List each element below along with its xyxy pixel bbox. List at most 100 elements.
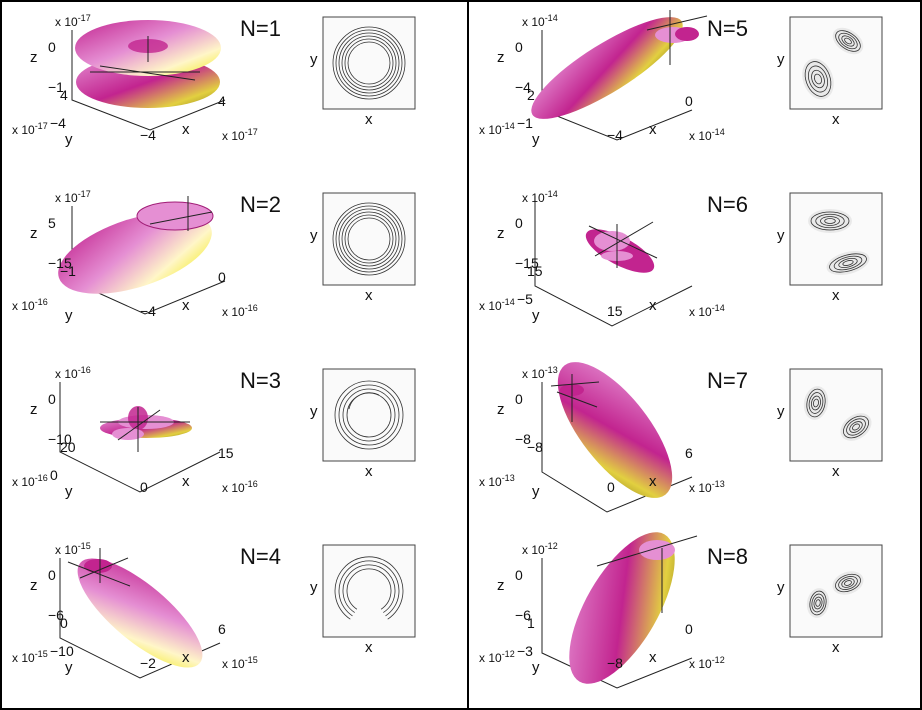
surface-scale-label: x 10-15 — [55, 542, 91, 557]
panel-title-n1: N=1 — [240, 16, 281, 41]
x-tick-label: 6 — [685, 445, 693, 461]
y-scale-label-base: x 10 — [479, 475, 502, 489]
surface-plot-n3 — [59, 382, 221, 493]
surface-scale-label-base: x 10 — [55, 543, 78, 557]
axis-x-label: x — [182, 121, 190, 138]
axis-x-label: x — [182, 649, 190, 666]
y-tick-label: −1 — [517, 115, 533, 131]
panel-title-n2: N=2 — [240, 192, 281, 217]
surface-plot-n7 — [541, 362, 693, 513]
surface-scale-label-exponent: -14 — [544, 13, 558, 23]
x-scale-label-exponent: -14 — [711, 127, 725, 137]
surface-scale-label: x 10-17 — [55, 14, 91, 29]
x-scale-label-exponent: -14 — [711, 303, 725, 313]
axis-y-label: y — [65, 659, 73, 676]
x-scale-label: x 10-17 — [222, 127, 258, 143]
x-scale-label-base: x 10 — [689, 657, 712, 671]
surface-scale-label-base: x 10 — [522, 543, 545, 557]
panel-n3: N=3 x 10-16 x 10-16 x 10-16 z y x 0 −10 20 0 0 15 y x — [0, 352, 455, 528]
contour-x-label: x — [365, 287, 373, 304]
x-tick-label: 0 — [218, 269, 226, 285]
axis-x-label: x — [649, 297, 657, 314]
contour-y-label: y — [777, 51, 785, 68]
x-tick-label: 0 — [685, 621, 693, 637]
contour-x-label: x — [832, 639, 840, 656]
panel-n6: N=6 x 10-14 x 10-14 x 10-14 z y x 0 −15 15 −5 15 y x — [467, 176, 922, 352]
y-scale-label-base: x 10 — [12, 299, 35, 313]
x-tick-label: 0 — [140, 479, 148, 495]
panel-n8: N=8 x 10-12 x 10-12 x 10-12 z y x 0 −6 1 −3 −8 0 y x — [467, 528, 922, 704]
z-tick-label: 0 — [515, 391, 523, 407]
z-tick-label: 0 — [515, 215, 523, 231]
surface-plot-n1 — [71, 20, 226, 131]
x-scale-label-exponent: -17 — [244, 127, 258, 137]
y-scale-label: x 10-16 — [12, 298, 48, 313]
x-scale-label-exponent: -16 — [244, 479, 258, 489]
x-tick-label: 4 — [218, 93, 226, 109]
surface-scale-label-base: x 10 — [55, 191, 78, 205]
panel-n7: N=7 x 10-13 x 10-13 x 10-13 z y x 0 −8 −8 0 6 y x — [467, 352, 922, 528]
x-scale-label-base: x 10 — [689, 305, 712, 319]
z-tick-label: −10 — [48, 431, 72, 447]
x-scale-label: x 10-14 — [689, 303, 725, 319]
x-tick-label: 0 — [685, 93, 693, 109]
axis-z-label: z — [30, 577, 38, 594]
x-scale-label-base: x 10 — [689, 481, 712, 495]
panel-title-n3: N=3 — [240, 368, 281, 393]
panel-n5: N=5 x 10-14 x 10-14 x 10-14 z y x 0 −4 2 −1 −4 0 y x — [467, 0, 922, 176]
contour-x-label: x — [365, 111, 373, 128]
y-tick-label: 2 — [527, 87, 535, 103]
surface-scale-label-base: x 10 — [522, 15, 545, 29]
x-tick-label: −8 — [607, 655, 623, 671]
surface-scale-label: x 10-13 — [522, 366, 558, 381]
contour-x-label: x — [832, 287, 840, 304]
panel-n2: N=2 x 10-17 x 10-16 x 10-16 z y x 5 −15 −1 −4 0 y x — [0, 176, 455, 352]
axis-z-label: z — [497, 577, 505, 594]
y-scale-label-base: x 10 — [12, 123, 35, 137]
z-tick-label: −1 — [48, 79, 64, 95]
y-tick-label: −3 — [517, 643, 533, 659]
y-scale-label-exponent: -14 — [501, 121, 515, 131]
surface-scale-label: x 10-12 — [522, 542, 558, 557]
x-scale-label: x 10-15 — [222, 656, 258, 671]
axis-z-label: z — [497, 49, 505, 66]
y-scale-label: x 10-12 — [479, 650, 515, 665]
y-scale-label-exponent: -14 — [501, 297, 515, 307]
surface-scale-label-exponent: -17 — [77, 189, 91, 199]
axis-x-label: x — [182, 473, 190, 490]
y-tick-label: −8 — [527, 439, 543, 455]
x-scale-label: x 10-12 — [689, 656, 725, 671]
contour-x-label: x — [365, 463, 373, 480]
y-tick-label: −5 — [517, 291, 533, 307]
z-tick-label: 0 — [515, 39, 523, 55]
z-tick-label: −15 — [48, 255, 72, 271]
y-scale-label-exponent: -17 — [34, 121, 48, 131]
x-tick-label: 0 — [607, 479, 615, 495]
surface-scale-label: x 10-16 — [55, 366, 91, 381]
surface-plot-n6 — [534, 196, 693, 327]
x-tick-label: 6 — [218, 621, 226, 637]
y-tick-label: −10 — [50, 643, 74, 659]
panel-title-n4: N=4 — [240, 544, 281, 569]
y-scale-label: x 10-13 — [479, 474, 515, 489]
y-scale-label: x 10-14 — [479, 297, 515, 313]
x-scale-label-base: x 10 — [222, 129, 245, 143]
y-scale-label-base: x 10 — [12, 475, 35, 489]
surface-plot-n5 — [531, 10, 708, 141]
contour-plot-n5 — [789, 16, 883, 110]
surface-scale-label-exponent: -14 — [544, 189, 558, 199]
z-tick-label: −8 — [515, 431, 531, 447]
y-scale-label: x 10-14 — [479, 121, 515, 137]
axis-y-label: y — [532, 483, 540, 500]
panel-title-n8: N=8 — [707, 544, 748, 569]
surface-scale-label-base: x 10 — [522, 191, 545, 205]
y-scale-label-exponent: -15 — [34, 649, 48, 659]
x-scale-label: x 10-16 — [222, 304, 258, 319]
contour-y-label: y — [310, 51, 318, 68]
y-tick-label: −1 — [60, 263, 76, 279]
y-scale-label-base: x 10 — [479, 123, 502, 137]
axis-y-label: y — [65, 483, 73, 500]
panel-title-n7: N=7 — [707, 368, 748, 393]
y-scale-label-exponent: -16 — [34, 473, 48, 483]
